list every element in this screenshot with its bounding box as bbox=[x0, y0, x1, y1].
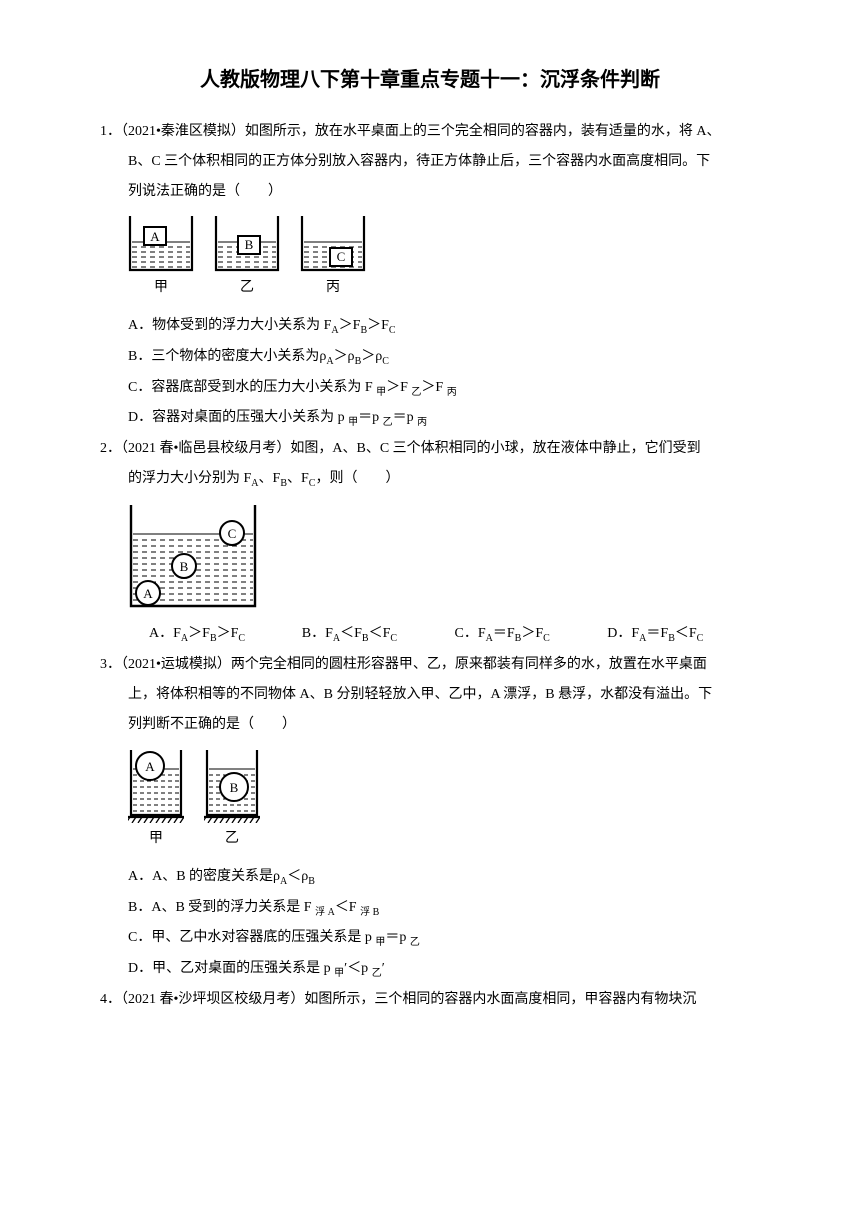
q2-line2: 的浮力大小分别为 FA、FB、FC，则（ ） bbox=[100, 465, 760, 494]
svg-text:A: A bbox=[145, 759, 155, 774]
q1-fig-jia: A 甲 bbox=[128, 214, 194, 302]
q3-line3: 列判断不正确的是（ ） bbox=[100, 711, 760, 739]
page-title: 人教版物理八下第十章重点专题十一：沉浮条件判断 bbox=[100, 60, 760, 100]
q1-optD: D．容器对桌面的压强大小关系为 p 甲＝p 乙＝p 丙 bbox=[100, 404, 760, 433]
q2-optD: D．FA＝FB＜FC bbox=[607, 620, 760, 649]
q3-figures: A 甲 bbox=[100, 747, 760, 853]
q1-cap-yi: 乙 bbox=[240, 274, 254, 302]
cylinder-b-icon: B bbox=[204, 747, 260, 823]
beaker-c-icon: C bbox=[300, 214, 366, 272]
q1-optC: C．容器底部受到水的压力大小关系为 F 甲＞F 乙＞F 丙 bbox=[100, 374, 760, 403]
q1-line3: 列说法正确的是（ ） bbox=[100, 178, 760, 206]
q3-optD: D．甲、乙对桌面的压强关系是 p 甲′＜p 乙′ bbox=[100, 955, 760, 984]
q3-cap-yi: 乙 bbox=[225, 825, 239, 853]
q2-optB: B．FA＜FB＜FC bbox=[302, 620, 455, 649]
q4-line1: 4．（2021 春•沙坪坝区校级月考）如图所示，三个相同的容器内水面高度相同，甲… bbox=[100, 986, 760, 1014]
q3-cap-jia: 甲 bbox=[149, 825, 163, 853]
q3-optA: A．A、B 的密度关系是ρA＜ρB bbox=[100, 863, 760, 892]
svg-text:B: B bbox=[245, 237, 254, 252]
q1-line2: B、C 三个体积相同的正方体分别放入容器内，待正方体静止后，三个容器内水面高度相… bbox=[100, 148, 760, 176]
beaker-a-icon: A bbox=[128, 214, 194, 272]
cylinder-a-icon: A bbox=[128, 747, 184, 823]
svg-text:B: B bbox=[230, 780, 239, 795]
page: 人教版物理八下第十章重点专题十一：沉浮条件判断 1．（2021•秦淮区模拟）如图… bbox=[0, 0, 860, 1056]
q1-fig-bing: C 丙 bbox=[300, 214, 366, 302]
q3-line1: 3．（2021•运城模拟）两个完全相同的圆柱形容器甲、乙，原来都装有同样多的水，… bbox=[100, 651, 760, 679]
q1-cap-jia: 甲 bbox=[154, 274, 168, 302]
q2-optC: C．FA＝FB＞FC bbox=[455, 620, 608, 649]
q1-fig-yi: B 乙 bbox=[214, 214, 280, 302]
q2-line1: 2．（2021 春•临邑县校级月考）如图，A、B、C 三个体积相同的小球，放在液… bbox=[100, 435, 760, 463]
q3-fig-yi: B 乙 bbox=[204, 747, 260, 853]
svg-text:C: C bbox=[228, 526, 237, 541]
q1-cap-bing: 丙 bbox=[326, 274, 340, 302]
q3-line2: 上，将体积相等的不同物体 A、B 分别轻轻放入甲、乙中，A 漂浮，B 悬浮，水都… bbox=[100, 681, 760, 709]
q1-optA: A．物体受到的浮力大小关系为 FA＞FB＞FC bbox=[100, 312, 760, 341]
q2-opts: A．FA＞FB＞FC B．FA＜FB＜FC C．FA＝FB＞FC D．FA＝FB… bbox=[100, 620, 760, 649]
q3-optC: C．甲、乙中水对容器底的压强关系是 p 甲＝p 乙 bbox=[100, 924, 760, 953]
q1-line1: 1．（2021•秦淮区模拟）如图所示，放在水平桌面上的三个完全相同的容器内，装有… bbox=[100, 118, 760, 146]
q1-figures: A 甲 B 乙 bbox=[100, 214, 760, 302]
q1-optB: B．三个物体的密度大小关系为ρA＞ρB＞ρC bbox=[100, 343, 760, 372]
q2-figure: A B C bbox=[100, 502, 760, 610]
q3-optB: B．A、B 受到的浮力关系是 F 浮 A＜F 浮 B bbox=[100, 894, 760, 923]
q2-optA: A．FA＞FB＞FC bbox=[149, 620, 302, 649]
beaker-b-icon: B bbox=[214, 214, 280, 272]
svg-text:A: A bbox=[143, 586, 153, 601]
svg-text:A: A bbox=[150, 229, 160, 244]
beaker-abc-icon: A B C bbox=[128, 502, 258, 610]
svg-text:B: B bbox=[180, 559, 189, 574]
svg-text:C: C bbox=[337, 249, 346, 264]
q3-fig-jia: A 甲 bbox=[128, 747, 184, 853]
